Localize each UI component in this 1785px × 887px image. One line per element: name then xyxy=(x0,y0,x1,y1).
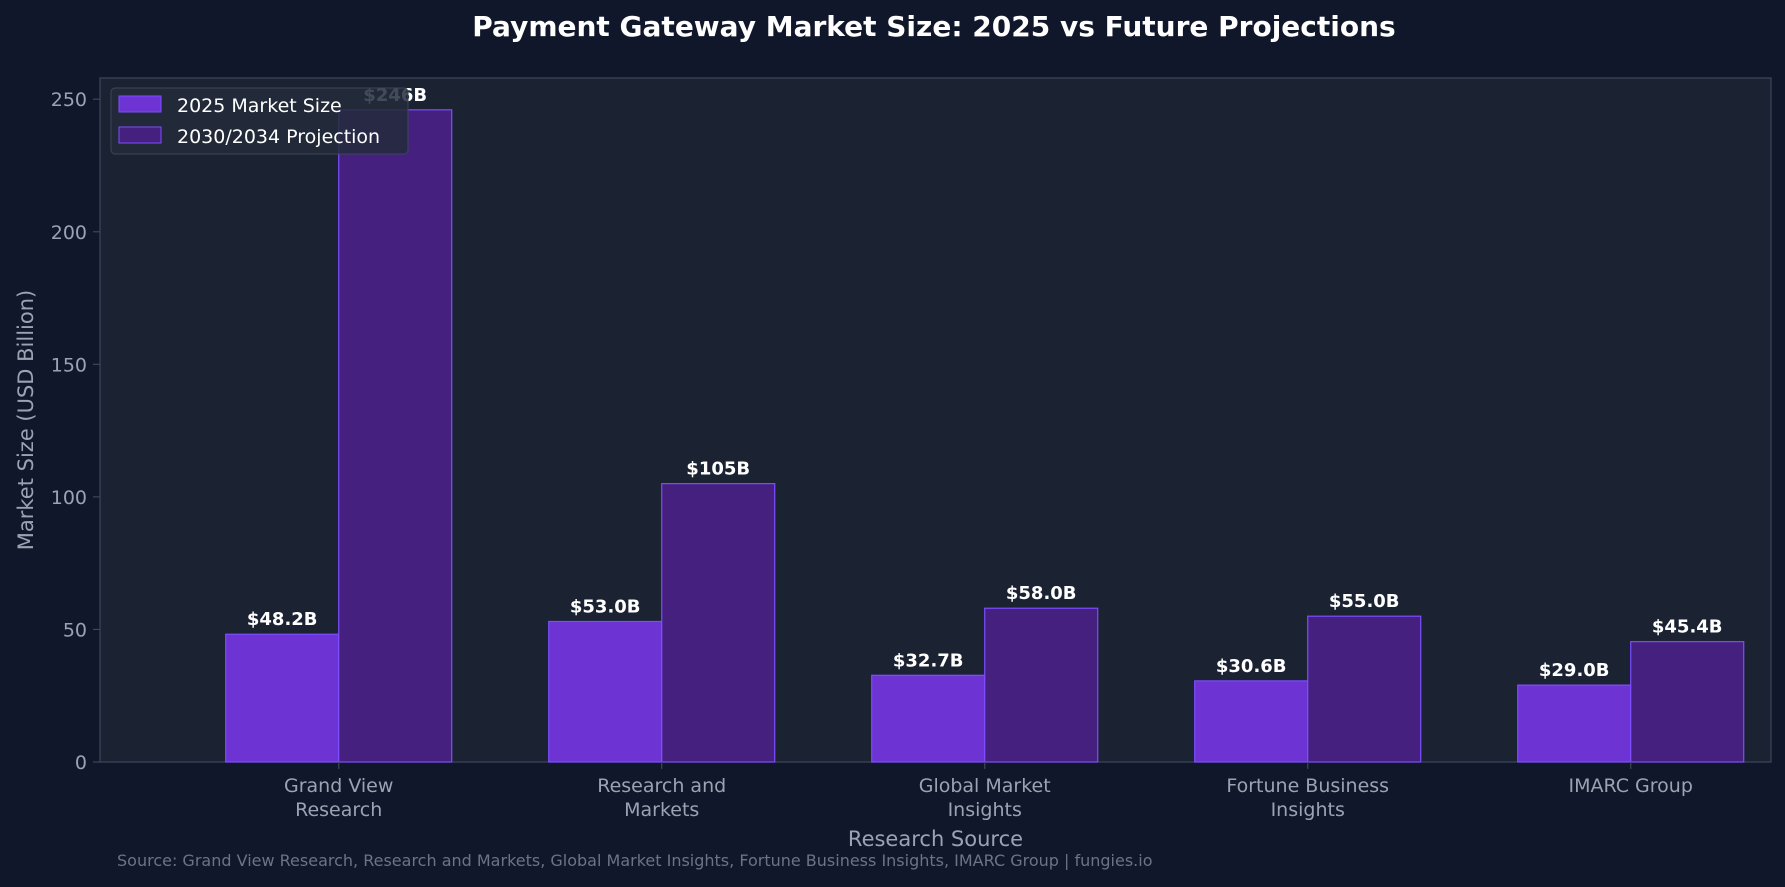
legend-box xyxy=(110,87,409,155)
bar-2025 xyxy=(871,674,986,763)
source-note: Source: Grand View Research, Research an… xyxy=(117,851,1153,870)
y-tick-label: 100 xyxy=(51,487,87,509)
y-tick-label: 50 xyxy=(63,619,87,641)
y-tick-label: 200 xyxy=(51,222,87,244)
chart-title: Payment Gateway Market Size: 2025 vs Fut… xyxy=(472,10,1395,43)
bar-value-label: $48.2B xyxy=(247,609,318,630)
bar-value-label: $58.0B xyxy=(1006,583,1077,604)
bar-value-label: $45.4B xyxy=(1652,617,1723,638)
bar-2025 xyxy=(1517,684,1632,763)
x-tick-label: Research and xyxy=(597,775,726,797)
bar-value-label: $105B xyxy=(686,459,750,480)
bar-value-label: $53.0B xyxy=(570,596,641,617)
x-tick-label: Global Market xyxy=(919,775,1051,797)
bar-projection xyxy=(338,109,453,763)
bar-value-label: $55.0B xyxy=(1329,591,1400,612)
x-tick-label: Insights xyxy=(948,799,1022,821)
legend-label: 2030/2034 Projection xyxy=(177,126,380,148)
bar-value-label: $32.7B xyxy=(893,650,964,671)
x-axis-label: Research Source xyxy=(848,827,1023,851)
bar-projection xyxy=(984,607,1099,763)
y-axis-label: Market Size (USD Billion) xyxy=(14,290,38,550)
bar-value-label: $29.0B xyxy=(1539,660,1610,681)
bar-projection xyxy=(661,483,776,763)
x-tick-label: Fortune Business xyxy=(1226,775,1389,797)
x-tick-label: Markets xyxy=(624,799,699,821)
x-tick-label: IMARC Group xyxy=(1569,775,1693,797)
y-tick-label: 0 xyxy=(75,752,87,774)
bar-projection xyxy=(1630,641,1745,763)
legend-swatch xyxy=(118,95,162,113)
x-tick-label: Insights xyxy=(1271,799,1345,821)
x-tick-label: Research xyxy=(295,799,382,821)
bar-2025 xyxy=(1194,680,1309,763)
legend-label: 2025 Market Size xyxy=(177,95,342,117)
x-tick-label: Grand View xyxy=(284,775,393,797)
bar-projection xyxy=(1307,615,1422,763)
y-tick-label: 250 xyxy=(51,89,87,111)
bar-2025 xyxy=(548,620,663,763)
legend-swatch xyxy=(118,126,162,144)
bar-value-label: $30.6B xyxy=(1216,656,1287,677)
bar-2025 xyxy=(225,633,340,763)
y-tick-label: 150 xyxy=(51,354,87,376)
